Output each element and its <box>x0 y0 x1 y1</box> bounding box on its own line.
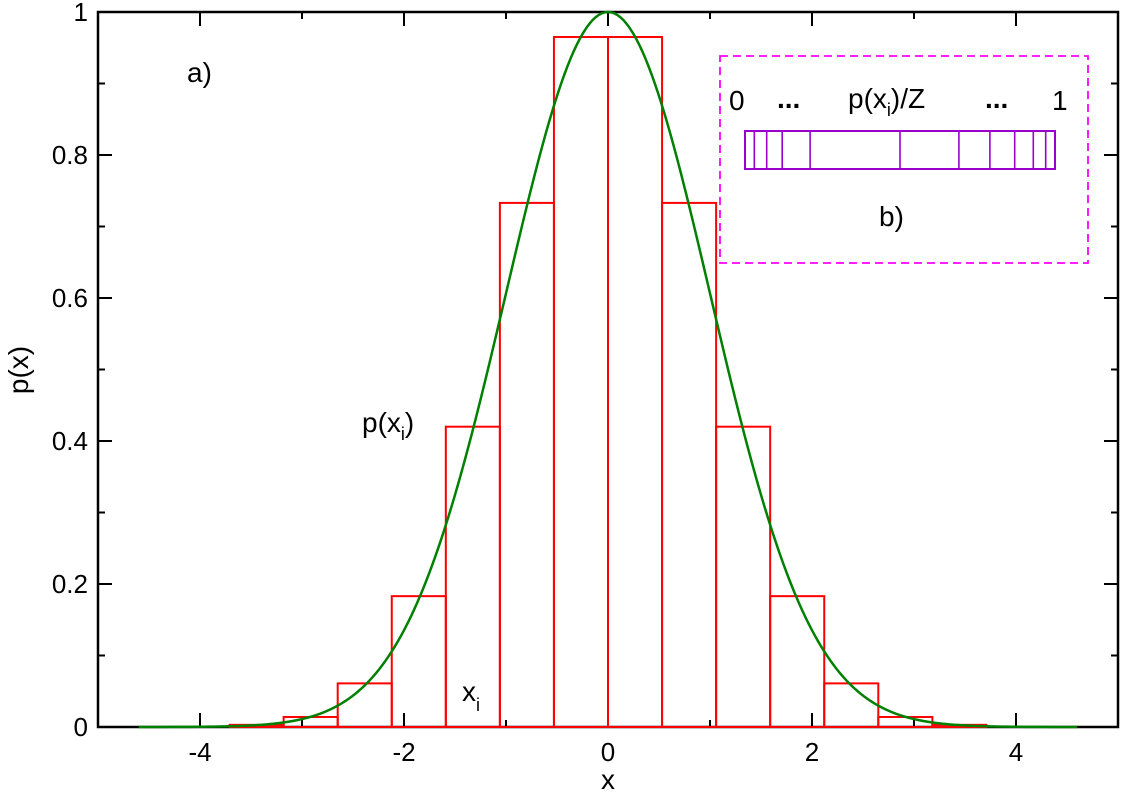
axis-ticks <box>97 11 1119 728</box>
x-axis-label: x <box>601 764 615 792</box>
x-tick-label: -2 <box>392 737 415 767</box>
inset-right-label: 1 <box>1052 85 1068 116</box>
histogram-bar <box>390 595 447 729</box>
y-tick-label: 0.6 <box>52 283 88 313</box>
inset-left-label: 0 <box>729 85 745 116</box>
y-tick-label: 0.8 <box>52 140 88 170</box>
tick-labels: -4 -2 0 2 4 0 0.2 0.4 0.6 0.8 1 <box>52 0 1023 767</box>
inset-panel: 0 ... p(xi)/Z ... 1 b) <box>719 55 1089 264</box>
inset-dots-left: ... <box>777 83 800 114</box>
x-tick-label: -4 <box>188 737 211 767</box>
gaussian-curve <box>138 10 1078 729</box>
xi-annotation: xi <box>462 676 480 715</box>
p-xi-base: p(x <box>362 407 401 438</box>
x-tick-label: 0 <box>601 737 615 767</box>
p-xi-annotation: p(xi) <box>362 407 414 444</box>
inset-bar-label-base: p(x <box>848 83 887 114</box>
inset-border <box>719 55 1089 264</box>
cumulative-bar <box>744 130 1056 170</box>
inset-bar-label-end: )/Z <box>891 83 925 114</box>
histogram-bar <box>607 36 664 728</box>
histogram-bar <box>823 682 880 729</box>
x-tick-label: 4 <box>1009 737 1023 767</box>
p-xi-sub: i <box>401 424 405 444</box>
inset-bar-label-sub: i <box>887 100 891 120</box>
x-tick-label: 2 <box>805 737 819 767</box>
histogram-bar <box>769 595 826 729</box>
y-tick-label: 0.2 <box>52 569 88 599</box>
y-tick-label: 0.4 <box>52 426 88 456</box>
y-tick-label: 1 <box>74 0 88 27</box>
panel-label-a: a) <box>187 57 212 88</box>
xi-base: x <box>462 676 476 707</box>
y-tick-label: 0 <box>74 712 88 742</box>
y-axis-label: p(x) <box>3 346 34 394</box>
p-xi-end: ) <box>405 407 414 438</box>
histogram-bar <box>715 425 772 728</box>
histogram-bar <box>336 682 393 729</box>
histogram-bar <box>552 36 610 728</box>
inset-dots-right: ... <box>985 83 1008 114</box>
xi-sub: i <box>476 695 480 715</box>
panel-label-b: b) <box>879 201 904 232</box>
inset-bar-label: p(xi)/Z <box>848 83 925 120</box>
